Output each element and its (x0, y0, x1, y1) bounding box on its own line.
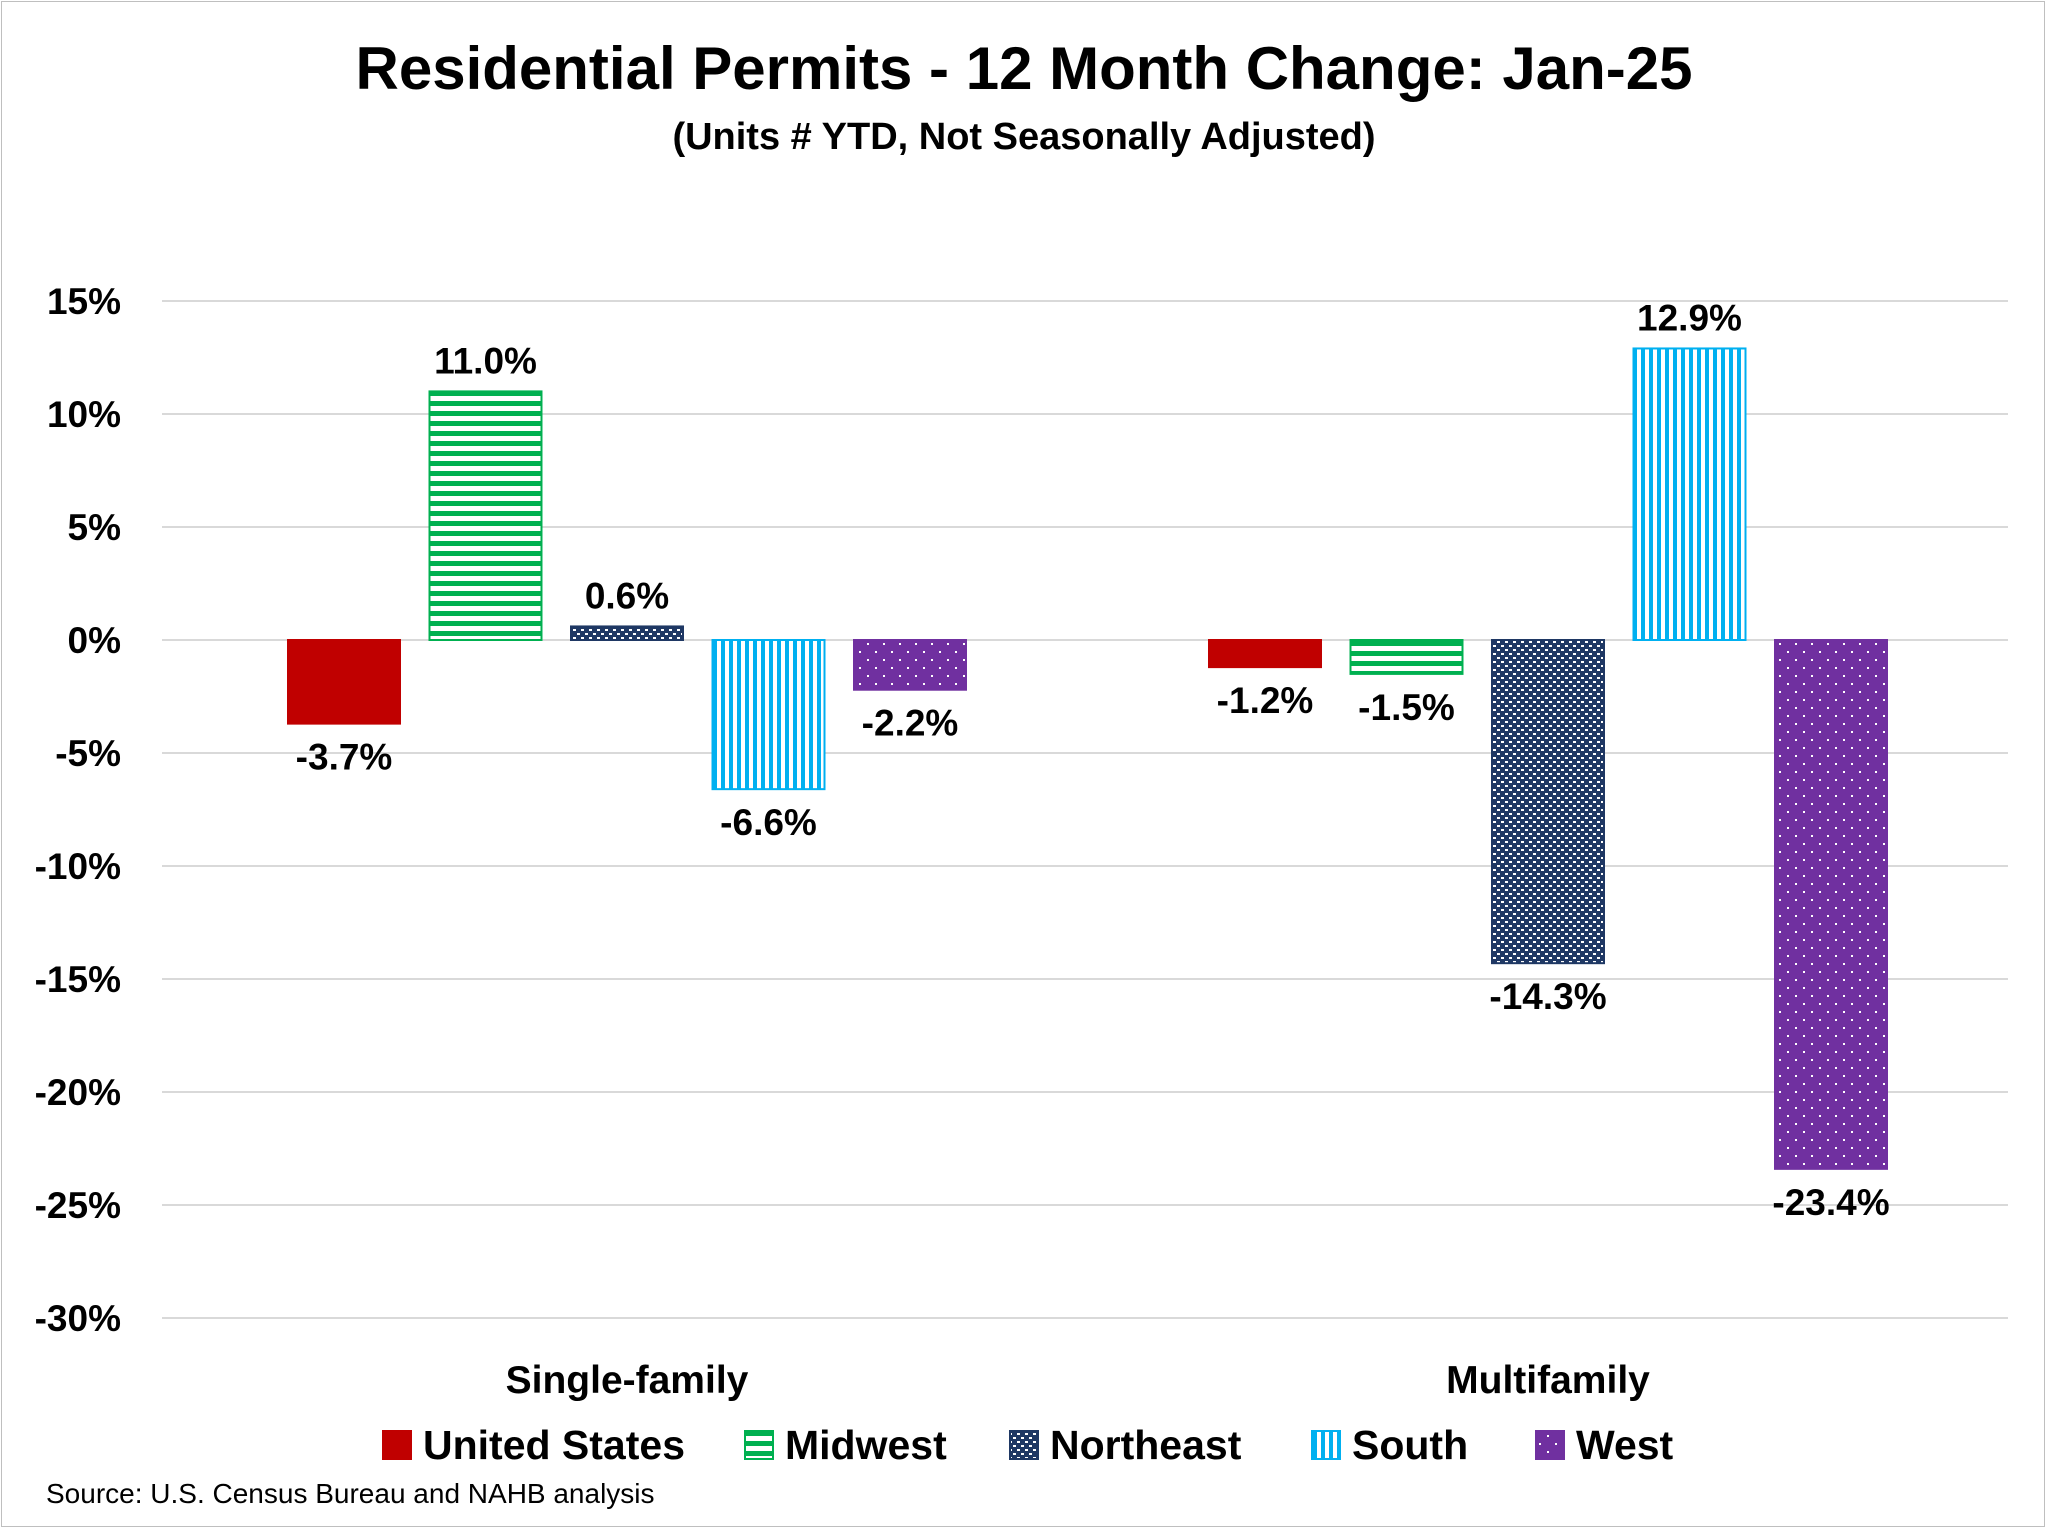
y-tick-label: 10% (47, 394, 121, 435)
data-label-south-single-family: -6.6% (720, 802, 817, 843)
data-label-united-states-multifamily: -1.2% (1217, 680, 1314, 721)
bar-south-multifamily (1632, 347, 1747, 641)
legend-label-south: South (1352, 1422, 1468, 1468)
data-label-northeast-multifamily: -14.3% (1489, 976, 1606, 1017)
bar-united-states-multifamily (1208, 639, 1322, 669)
bar-midwest-multifamily (1349, 639, 1464, 675)
bar-northeast-multifamily (1491, 639, 1605, 965)
bar-west-single-family (853, 639, 967, 691)
bars (287, 347, 1888, 1170)
x-axis-categories: Single-family Multifamily (506, 1359, 1651, 1402)
legend-swatch-northeast (1009, 1430, 1039, 1460)
y-tick-label: 15% (47, 281, 121, 322)
y-tick-label: -10% (35, 846, 121, 887)
y-tick-label: -20% (35, 1072, 121, 1113)
y-tick-label: 0% (68, 620, 121, 661)
y-axis: 15% 10% 5% 0% -5% -10% -15% -20% -25% -30% (35, 281, 121, 1339)
y-tick-label: -15% (35, 959, 121, 1000)
legend-label-northeast: Northeast (1050, 1422, 1242, 1468)
y-tick-label: -25% (35, 1185, 121, 1226)
y-tick-label: -5% (55, 733, 121, 774)
data-label-united-states-single-family: -3.7% (296, 737, 393, 778)
chart-title: Residential Permits - 12 Month Change: J… (355, 35, 1693, 102)
bar-midwest-single-family (428, 390, 543, 641)
data-label-south-multifamily: 12.9% (1637, 297, 1742, 338)
bar-northeast-single-family (570, 625, 684, 642)
legend-label-west: West (1576, 1422, 1674, 1468)
data-labels: -3.7% 11.0% 0.6% -6.6% -2.2% -1.2% -1.5% -14.3%… (296, 297, 1890, 1222)
legend-swatch-united-states (382, 1430, 412, 1460)
x-category-label: Single-family (506, 1359, 749, 1402)
bar-west-multifamily (1774, 639, 1888, 1170)
bar-united-states-single-family (287, 639, 401, 725)
data-label-west-single-family: -2.2% (862, 703, 959, 744)
legend: United States Midwest Northeast South West (382, 1422, 1674, 1468)
data-label-midwest-single-family: 11.0% (434, 340, 537, 381)
bar-south-single-family (711, 639, 826, 791)
legend-swatch-midwest (744, 1430, 774, 1460)
legend-label-midwest: Midwest (785, 1422, 947, 1468)
x-category-label: Multifamily (1446, 1359, 1650, 1402)
y-tick-label: -30% (35, 1298, 121, 1339)
legend-label-united-states: United States (423, 1422, 685, 1468)
legend-swatch-south (1311, 1430, 1341, 1460)
y-tick-label: 5% (68, 507, 121, 548)
legend-swatch-west (1535, 1430, 1565, 1460)
data-label-midwest-multifamily: -1.5% (1358, 687, 1455, 728)
data-label-west-multifamily: -23.4% (1772, 1182, 1889, 1223)
source-note: Source: U.S. Census Bureau and NAHB anal… (46, 1478, 655, 1509)
data-label-northeast-single-family: 0.6% (585, 575, 669, 616)
chart-subtitle: (Units # YTD, Not Seasonally Adjusted) (672, 116, 1376, 158)
